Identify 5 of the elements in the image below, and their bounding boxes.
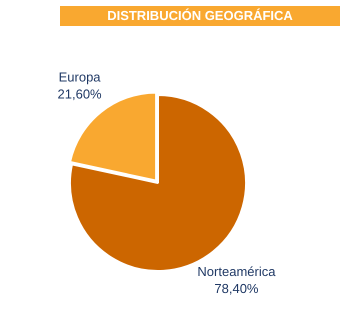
data-label: 21,60% [58,86,102,102]
slice-label: Europa [58,69,102,84]
slice-label: Norteamérica [197,264,276,279]
chart-title: DISTRIBUCIÓN GEOGRÁFICA [60,6,340,26]
data-label: 78,40% [214,280,259,296]
